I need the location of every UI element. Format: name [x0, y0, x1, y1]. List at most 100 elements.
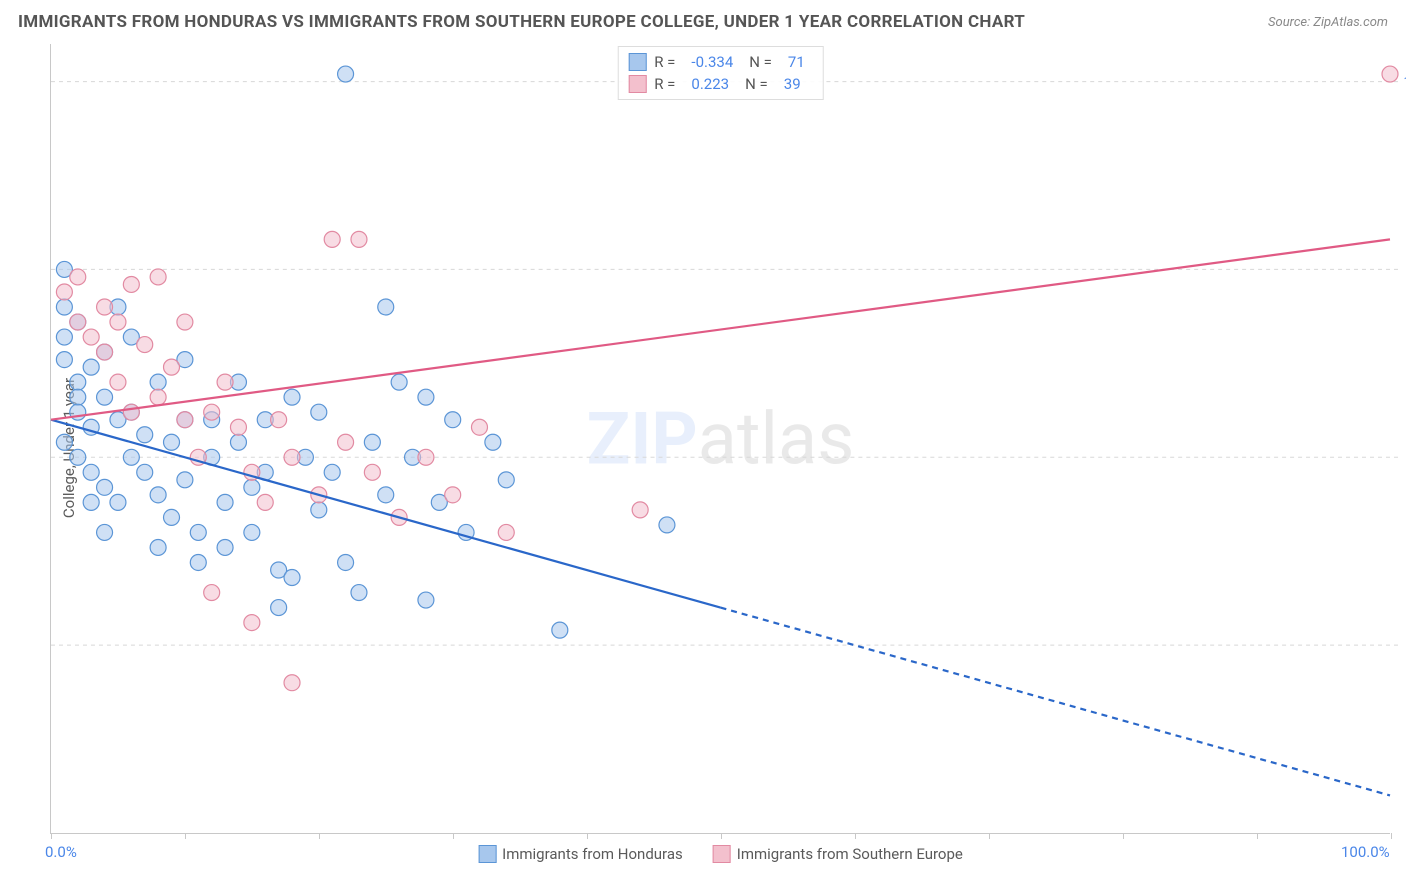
data-point — [271, 412, 287, 428]
data-point — [418, 389, 434, 405]
x-tick — [855, 833, 856, 839]
data-point — [150, 269, 166, 285]
data-point — [284, 675, 300, 691]
data-point — [351, 585, 367, 601]
data-point — [70, 314, 86, 330]
regression-line — [51, 239, 1390, 419]
plot-area: College, Under 1 year ZIPatlas R = -0.33… — [50, 44, 1390, 834]
data-point — [177, 314, 193, 330]
data-point — [137, 427, 153, 443]
legend-label-1: Immigrants from Honduras — [502, 845, 683, 863]
series-legend: Immigrants from Honduras Immigrants from… — [478, 845, 963, 863]
data-point — [338, 434, 354, 450]
data-point — [83, 494, 99, 510]
data-point — [164, 359, 180, 375]
data-point — [70, 374, 86, 390]
data-point — [324, 464, 340, 480]
x-tick — [319, 833, 320, 839]
data-point — [338, 554, 354, 570]
x-tick — [453, 833, 454, 839]
data-point — [83, 464, 99, 480]
data-point — [137, 464, 153, 480]
data-point — [204, 585, 220, 601]
source-link[interactable]: Source: ZipAtlas.com — [1268, 15, 1388, 30]
data-point — [97, 524, 113, 540]
legend-item-1: Immigrants from Honduras — [478, 845, 683, 863]
data-point — [150, 389, 166, 405]
data-point — [110, 494, 126, 510]
data-point — [324, 231, 340, 247]
data-point — [498, 472, 514, 488]
data-point — [56, 434, 72, 450]
data-point — [164, 434, 180, 450]
data-point — [311, 502, 327, 518]
x-tick — [1257, 833, 1258, 839]
data-point — [1382, 66, 1398, 82]
data-point — [97, 389, 113, 405]
data-point — [83, 329, 99, 345]
regression-line — [51, 420, 721, 608]
n-label: N = — [745, 75, 768, 93]
x-tick — [1123, 833, 1124, 839]
data-point — [56, 299, 72, 315]
legend-label-2: Immigrants from Southern Europe — [737, 845, 963, 863]
data-point — [378, 487, 394, 503]
data-point — [284, 570, 300, 586]
data-point — [244, 479, 260, 495]
data-point — [137, 337, 153, 353]
x-tick — [51, 833, 52, 839]
legend-item-2: Immigrants from Southern Europe — [713, 845, 963, 863]
data-point — [284, 389, 300, 405]
n-label: N = — [749, 53, 772, 71]
data-point — [70, 449, 86, 465]
data-point — [123, 276, 139, 292]
data-point — [445, 412, 461, 428]
data-point — [632, 502, 648, 518]
data-point — [284, 449, 300, 465]
data-point — [364, 434, 380, 450]
data-point — [110, 314, 126, 330]
data-point — [230, 434, 246, 450]
data-point — [97, 299, 113, 315]
data-point — [177, 472, 193, 488]
data-point — [338, 66, 354, 82]
data-point — [150, 539, 166, 555]
data-point — [150, 374, 166, 390]
data-point — [378, 299, 394, 315]
data-point — [271, 600, 287, 616]
x-tick-label: 100.0% — [1341, 843, 1390, 861]
stats-row-series-2: R = 0.223 N = 39 — [628, 73, 813, 95]
swatch-series-2-b — [713, 845, 731, 863]
data-point — [70, 389, 86, 405]
x-tick — [1391, 833, 1392, 839]
data-point — [110, 374, 126, 390]
data-point — [498, 524, 514, 540]
data-point — [244, 615, 260, 631]
data-point — [418, 592, 434, 608]
data-point — [445, 487, 461, 503]
data-point — [364, 464, 380, 480]
data-point — [257, 494, 273, 510]
data-point — [391, 374, 407, 390]
data-point — [164, 509, 180, 525]
data-point — [56, 329, 72, 345]
data-point — [190, 524, 206, 540]
x-tick — [989, 833, 990, 839]
x-tick — [721, 833, 722, 839]
x-tick-label: 0.0% — [45, 843, 77, 861]
data-point — [485, 434, 501, 450]
n-value-2: 39 — [784, 75, 801, 93]
data-point — [123, 449, 139, 465]
data-point — [311, 404, 327, 420]
data-point — [217, 494, 233, 510]
data-point — [659, 517, 675, 533]
r-value-1: -0.334 — [691, 53, 733, 71]
data-point — [83, 359, 99, 375]
swatch-series-1 — [628, 53, 646, 71]
data-point — [230, 419, 246, 435]
r-label: R = — [654, 75, 675, 93]
data-point — [190, 554, 206, 570]
x-tick — [185, 833, 186, 839]
data-point — [70, 269, 86, 285]
stats-legend: R = -0.334 N = 71 R = 0.223 N = 39 — [617, 46, 824, 100]
